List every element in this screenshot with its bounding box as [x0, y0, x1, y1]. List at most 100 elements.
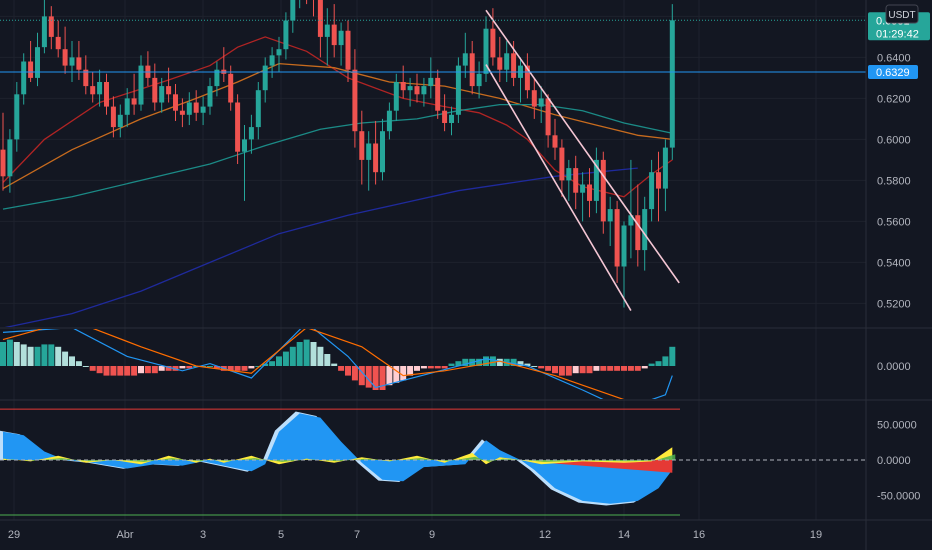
histogram-bar: [96, 366, 103, 374]
histogram-bar: [13, 342, 20, 366]
histogram-bar: [579, 366, 586, 374]
histogram-bar: [538, 366, 545, 369]
histogram-bar: [517, 361, 524, 366]
histogram-bar: [144, 366, 151, 374]
histogram-bar: [186, 366, 193, 369]
candle: [7, 129, 13, 193]
macd-panel[interactable]: [0, 320, 676, 409]
histogram-bar: [627, 366, 634, 371]
candle: [504, 41, 510, 82]
candle: [442, 94, 448, 132]
price-axis-label: 0.5800: [877, 175, 911, 187]
histogram-bar: [234, 366, 241, 371]
price-axis-label: 0.6400: [877, 52, 911, 64]
candle: [138, 55, 144, 111]
time-axis[interactable]: 29 Abr 3 5 7 9 12 14 16 19: [8, 529, 822, 541]
histogram-bar: [593, 366, 600, 371]
histogram-bar: [207, 366, 213, 367]
candle: [173, 84, 178, 121]
oscillator-panel[interactable]: [0, 408, 866, 516]
candle: [290, 0, 296, 33]
histogram-bar: [0, 342, 6, 366]
histogram-bar: [41, 344, 48, 366]
candle: [338, 22, 344, 66]
histogram-bar: [317, 346, 324, 366]
candle: [62, 26, 68, 74]
histogram-bar: [138, 366, 144, 374]
histogram-bar: [131, 366, 138, 376]
candle: [313, 0, 314, 17]
time-axis-label: 12: [539, 529, 551, 541]
histogram-bar: [331, 363, 338, 366]
candle: [545, 94, 551, 148]
macd-axis[interactable]: 0.0000: [877, 361, 911, 373]
candle: [186, 92, 192, 126]
histogram-bar: [462, 358, 469, 366]
macd-line: [2, 329, 673, 399]
histogram-bar: [69, 356, 75, 366]
signal-line: [2, 329, 625, 399]
histogram-bar: [365, 366, 372, 388]
channel-line[interactable]: [485, 64, 632, 311]
candle: [248, 114, 254, 154]
histogram-bar: [151, 366, 158, 374]
candle: [352, 49, 358, 148]
candle: [524, 53, 530, 99]
histogram-bar: [407, 366, 414, 376]
candle: [110, 96, 116, 138]
oscillator-axis[interactable]: 50.0000 0.0000 -50.0000: [877, 420, 920, 503]
histogram-bar: [634, 366, 641, 371]
candle: [393, 73, 399, 121]
histogram-bar: [6, 339, 13, 366]
histogram-bar: [289, 346, 296, 366]
histogram-bar: [303, 339, 310, 366]
histogram-bar: [448, 363, 455, 366]
candle: [428, 57, 434, 99]
candle: [104, 73, 109, 115]
price-line-label: 0.6329: [876, 67, 910, 79]
histogram-bar: [27, 346, 34, 366]
histogram-bar: [386, 366, 393, 386]
histogram-bar: [324, 354, 331, 366]
candle: [331, 4, 337, 58]
candle: [593, 147, 599, 214]
histogram-bar: [179, 366, 186, 369]
time-axis-label: 14: [618, 529, 630, 541]
histogram-bar: [276, 356, 282, 366]
channel-line[interactable]: [485, 9, 680, 284]
candle: [83, 55, 89, 95]
histogram-bar: [614, 366, 621, 371]
histogram-bar: [227, 366, 234, 371]
price-line-badge[interactable]: 0.6329: [868, 64, 918, 79]
candle: [76, 41, 82, 80]
time-axis-label: 19: [810, 529, 822, 541]
candle: [228, 65, 234, 111]
candle: [207, 77, 213, 115]
histogram-bar: [655, 361, 662, 366]
candle: [166, 67, 172, 103]
candle: [214, 61, 220, 97]
histogram-bar: [393, 366, 400, 383]
histogram-bar: [55, 346, 62, 366]
histogram-bar: [565, 366, 572, 376]
histogram-bar: [489, 356, 496, 366]
moving-average-line: [2, 62, 673, 190]
histogram-bar: [345, 366, 351, 376]
histogram-bar: [282, 351, 289, 366]
histogram-bar: [510, 358, 517, 366]
candle: [117, 104, 123, 138]
trend-channel[interactable]: [485, 9, 680, 311]
histogram-bar: [621, 366, 627, 371]
candle: [469, 41, 475, 95]
candle: [587, 168, 592, 218]
currency-button[interactable]: USDT: [885, 4, 919, 24]
price-panel[interactable]: [0, 0, 866, 328]
time-axis-label: 3: [200, 529, 206, 541]
candle: [607, 196, 613, 246]
price-axis-label: 0.5200: [877, 298, 911, 310]
candle: [179, 98, 185, 128]
histogram-bar: [641, 366, 648, 369]
candle: [476, 61, 482, 99]
histogram-bar: [110, 366, 117, 376]
